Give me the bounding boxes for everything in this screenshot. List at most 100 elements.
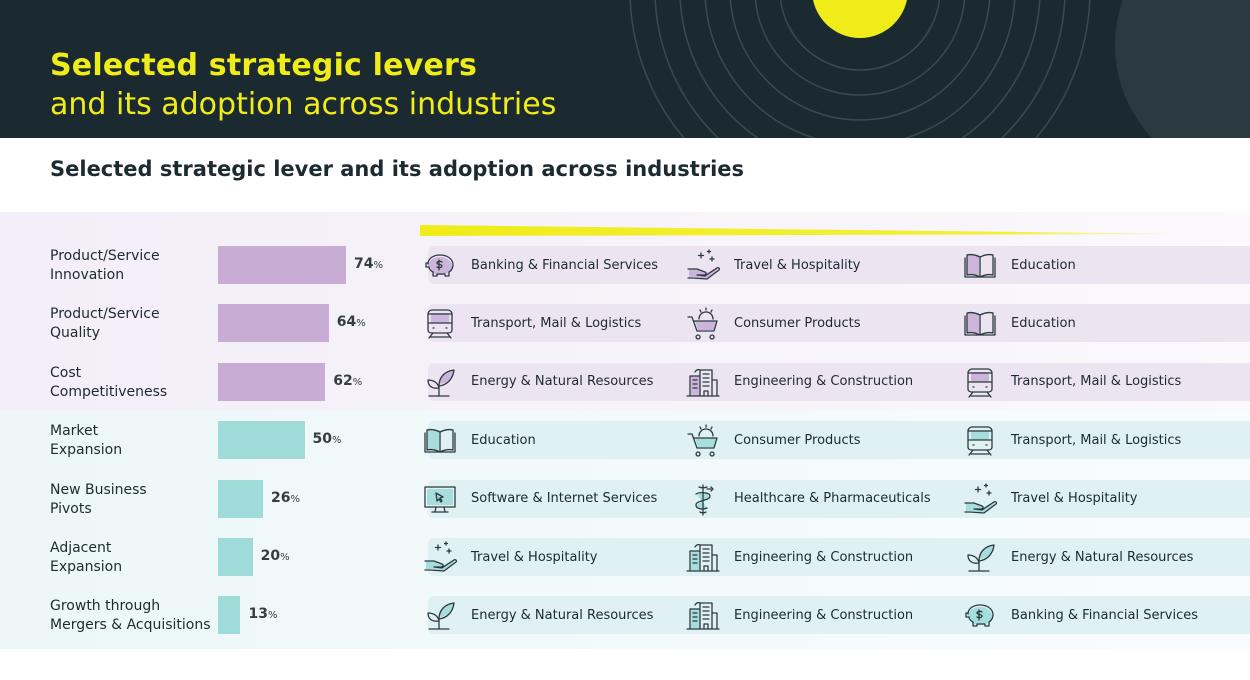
- lever-value-label: 26%: [271, 490, 300, 506]
- industry-item: Software & Internet Services: [420, 480, 657, 518]
- industry-name: Education: [1011, 257, 1076, 273]
- lever-label-line2: Mergers & Acquisitions: [50, 617, 211, 634]
- industry-name: Software & Internet Services: [471, 491, 658, 507]
- industry-item: Education: [960, 246, 1076, 284]
- lever-label-line2: Expansion: [50, 442, 123, 459]
- train-icon: [960, 364, 1000, 400]
- industry-name: Education: [1011, 315, 1076, 331]
- industry-row-background: [428, 304, 1250, 343]
- book-icon: [960, 305, 1000, 341]
- buildings-icon: [683, 364, 723, 400]
- book-icon: [960, 247, 1000, 283]
- lever-value-unit: %: [280, 552, 290, 563]
- sun-circle: [813, 0, 907, 38]
- cart-icon: [683, 305, 723, 341]
- cart-icon: [683, 422, 723, 458]
- industry-item: Banking & Financial Services: [960, 596, 1198, 634]
- industry-row-background: [428, 479, 1250, 518]
- lever-value-label: 13%: [248, 606, 277, 622]
- industry-item: Energy & Natural Resources: [420, 363, 653, 401]
- book-icon: [420, 422, 460, 458]
- industry-item: Consumer Products: [683, 304, 861, 342]
- lever-label: Cost Competitiveness: [50, 364, 220, 402]
- header-banner: Selected strategic levers and its adopti…: [0, 0, 1250, 138]
- industry-item: Transport, Mail & Logistics: [420, 304, 641, 342]
- lever-label-line1: New Business: [50, 481, 147, 498]
- chart-title: Selected strategic lever and its adoptio…: [50, 157, 745, 181]
- piggy-bank-icon: [960, 597, 1000, 633]
- lever-value: 13: [248, 606, 268, 623]
- lever-label-line2: Innovation: [50, 267, 125, 283]
- industry-name: Travel & Hospitality: [471, 549, 598, 565]
- lever-value: 20: [260, 548, 281, 564]
- industry-name: Transport, Mail & Logistics: [471, 315, 642, 331]
- industry-item: Engineering & Construction: [683, 538, 913, 576]
- industry-name: Consumer Products: [734, 315, 861, 331]
- industry-name: Transport, Mail & Logistics: [1011, 374, 1182, 390]
- hand-sparkle-icon: [960, 481, 1000, 517]
- lever-bar: [218, 304, 329, 343]
- lever-bar: [218, 538, 253, 576]
- industry-name: Energy & Natural Resources: [471, 374, 654, 390]
- industry-item: Education: [420, 421, 536, 459]
- industry-item: Engineering & Construction: [683, 596, 913, 634]
- lever-label-line1: Market: [50, 423, 99, 440]
- hand-sparkle-icon: [683, 247, 723, 283]
- lever-bar: [218, 596, 241, 635]
- lever-label: Product/Service Quality: [50, 305, 220, 343]
- caduceus-icon: [683, 481, 723, 517]
- industry-item: Energy & Natural Resources: [420, 596, 653, 634]
- lever-bar: [218, 479, 263, 518]
- industry-item: Education: [960, 304, 1076, 342]
- lever-value: 62: [333, 372, 353, 389]
- industry-name: Energy & Natural Resources: [471, 607, 654, 623]
- decorative-arcs: [629, 0, 1250, 138]
- industry-item: Travel & Hospitality: [420, 538, 598, 576]
- lever-label-line1: Growth through: [50, 598, 161, 615]
- lever-label-line1: Cost: [50, 364, 82, 381]
- lever-label-line1: Product/Service: [50, 306, 160, 323]
- lever-value-label: 20%: [261, 548, 290, 564]
- industry-name: Energy & Natural Resources: [1011, 549, 1194, 565]
- lever-label: New Business Pivots: [50, 481, 220, 519]
- industry-item: Consumer Products: [683, 421, 861, 459]
- lever-label-line1: Product/Service: [50, 248, 160, 264]
- hand-sparkle-icon: [420, 539, 460, 575]
- industry-name: Engineering & Construction: [734, 607, 914, 623]
- lever-label: Adjacent Expansion: [50, 539, 220, 577]
- lever-value: 50: [312, 431, 332, 448]
- industry-item: Travel & Hospitality: [683, 246, 861, 284]
- industry-item: Transport, Mail & Logistics: [960, 363, 1181, 401]
- industry-name: Banking & Financial Services: [471, 257, 659, 273]
- page-title-line1: Selected strategic levers: [50, 48, 478, 83]
- industry-name: Banking & Financial Services: [1011, 607, 1199, 623]
- yellow-accent-stripe: [420, 225, 1200, 236]
- lever-label-line2: Expansion: [50, 559, 123, 575]
- industry-row-background: [428, 538, 1250, 576]
- lever-label-line2: Pivots: [50, 500, 92, 517]
- buildings-icon: [683, 539, 723, 575]
- lever-value-label: 62%: [333, 373, 362, 389]
- lever-value-unit: %: [352, 376, 363, 388]
- lever-value: 64: [336, 314, 357, 331]
- industry-name: Engineering & Construction: [734, 549, 914, 565]
- monitor-icon: [420, 481, 460, 517]
- lever-value-label: 64%: [337, 314, 366, 330]
- page-title-line2: and its adoption across industries: [50, 87, 557, 122]
- leaf-icon: [960, 539, 1000, 575]
- industry-name: Consumer Products: [734, 432, 861, 448]
- lever-value-unit: %: [356, 318, 366, 330]
- lever-value-label: 50%: [313, 431, 342, 447]
- industry-row-background: [428, 596, 1250, 635]
- lever-value-unit: %: [373, 260, 384, 271]
- leaf-icon: [420, 364, 460, 400]
- industry-row-background: [428, 362, 1250, 401]
- industry-item: Energy & Natural Resources: [960, 538, 1193, 576]
- piggy-bank-icon: [420, 247, 460, 283]
- lever-bar: [218, 246, 347, 284]
- lever-value: 74: [354, 256, 374, 272]
- buildings-icon: [683, 597, 723, 633]
- lever-label: Market Expansion: [50, 422, 220, 460]
- lever-bar: [218, 421, 305, 460]
- lever-bar: [218, 362, 326, 401]
